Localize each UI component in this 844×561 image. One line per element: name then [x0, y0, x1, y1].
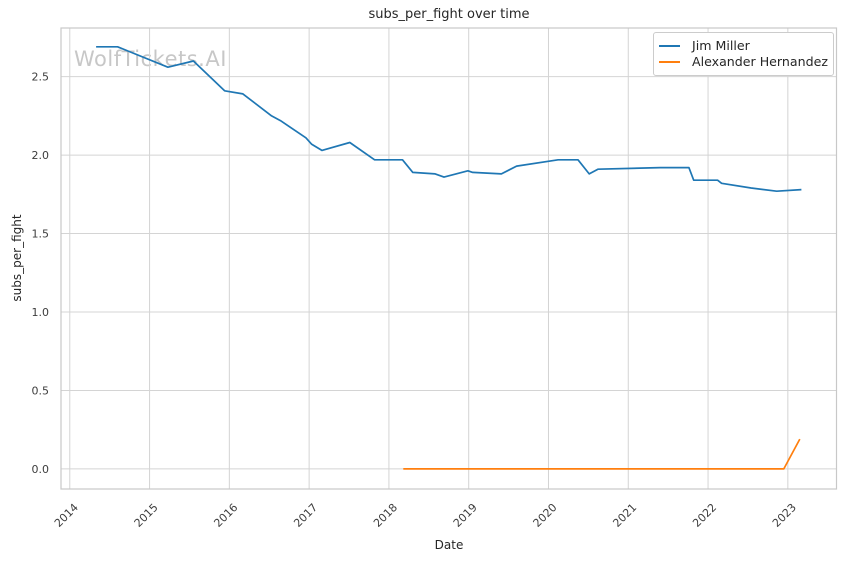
y-tick-label: 1.5	[32, 228, 50, 241]
y-tick-label: 0.5	[32, 384, 50, 397]
chart-title: subs_per_fight over time	[368, 7, 530, 22]
legend-line-swatch-jim-miller	[659, 44, 680, 47]
legend-line-swatch-alexander-hernandez	[659, 60, 680, 63]
x-tick-label: 2014	[52, 501, 81, 530]
plot-border	[60, 27, 838, 490]
x-tick-label: 2016	[211, 501, 240, 530]
y-tick-label: 0.0	[32, 463, 50, 476]
y-axis-label: subs_per_fight	[10, 214, 24, 302]
x-tick-label: 2017	[291, 501, 320, 530]
y-tick-label: 2.5	[32, 71, 50, 84]
x-tick-label: 2015	[132, 501, 161, 530]
legend: Jim Miller Alexander Hernandez	[653, 32, 834, 76]
watermark: WolfTickets.AI	[74, 47, 227, 71]
x-tick-label: 2020	[531, 501, 560, 530]
series-line-jim-miller	[96, 45, 802, 193]
x-tick-label: 2023	[770, 501, 799, 530]
legend-item-alexander-hernandez: Alexander Hernandez	[659, 54, 828, 69]
legend-label-jim-miller: Jim Miller	[692, 38, 750, 53]
x-tick-label: 2019	[451, 501, 480, 530]
legend-label-alexander-hernandez: Alexander Hernandez	[692, 54, 828, 69]
x-axis-label: Date	[434, 538, 464, 552]
y-tick-label: 2.0	[32, 149, 50, 162]
series-line-alexander-hernandez	[403, 438, 801, 470]
legend-item-jim-miller: Jim Miller	[659, 38, 827, 53]
x-tick-label: 2021	[610, 501, 639, 530]
x-tick-label: 2018	[371, 501, 400, 530]
x-tick-label: 2022	[690, 501, 719, 530]
y-tick-label: 1.0	[32, 306, 50, 319]
